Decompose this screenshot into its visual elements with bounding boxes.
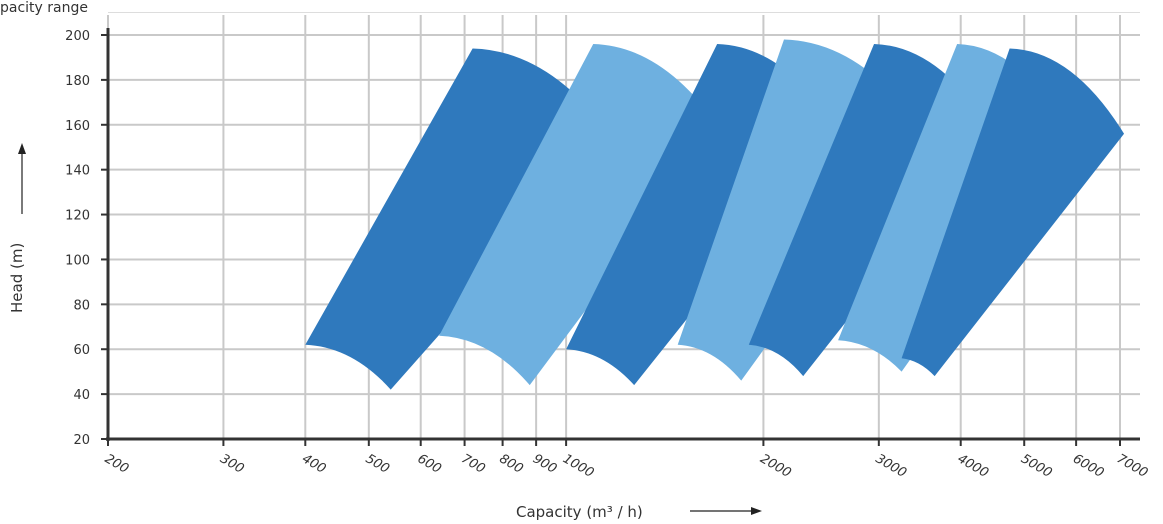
x-tick-label: 7000 [1114,451,1150,481]
y-tick-label: 60 [73,343,90,358]
y-tick-labels: 20 40 60 80 100 120 140 160 180 200 [65,29,108,448]
x-tick-label: 2000 [757,451,793,481]
y-tick-label: 160 [65,119,90,134]
x-axis-arrowhead [751,507,762,515]
x-tick-label: 300 [217,451,246,476]
x-tick-label: 700 [459,451,488,476]
x-tick-label: 4000 [955,451,991,481]
axes [106,28,1140,441]
x-tick-label: 800 [497,451,526,476]
regions [305,39,1125,390]
pump-range-region-1 [305,48,614,390]
y-axis-title: Head (m) [8,243,26,313]
y-tick-label: 20 [73,433,90,448]
pump-range-region-7 [901,48,1125,377]
y-tick-label: 200 [65,29,90,44]
x-tick-labels: 200 300 400 500 600 700 800 900 1000 2000 3000 4000… [102,439,1150,481]
y-tick-label: 100 [65,253,90,268]
y-axis-arrowhead [18,143,26,154]
x-tick-label: 900 [530,451,559,476]
y-tick-label: 140 [65,164,90,179]
x-tick-label: 6000 [1070,451,1106,481]
y-tick-label: 120 [65,209,90,224]
x-axis-title: Capacity (m³ / h) [516,503,643,521]
x-tick-label: 1000 [560,451,596,481]
x-tick-label: 5000 [1018,451,1054,481]
x-tick-label: 400 [299,451,328,476]
x-tick-label: 600 [415,451,444,476]
y-tick-label: 180 [65,74,90,89]
top-caption: pacity range [0,0,88,16]
x-tick-label: 3000 [873,451,909,481]
y-tick-label: 80 [73,298,90,313]
y-tick-label: 40 [73,388,90,403]
x-tick-label: 500 [363,451,392,476]
pump-range-region-2 [439,43,721,386]
x-tick-label: 200 [102,451,131,476]
